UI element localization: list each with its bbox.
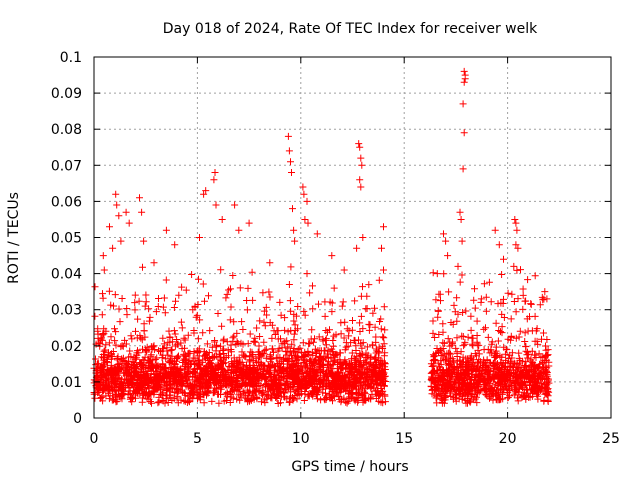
data-points [90,67,553,407]
y-tick-label: 0.01 [51,375,82,391]
y-tick-label: 0.08 [51,122,82,138]
y-tick-label: 0.07 [51,158,82,174]
x-tick-label: 10 [292,431,310,447]
chart-title: Day 018 of 2024, Rate Of TEC Index for r… [163,21,538,37]
roti-markers [90,67,553,407]
y-tick-label: 0.04 [51,267,82,283]
x-tick-label: 5 [193,431,202,447]
y-tick-label: 0.06 [51,194,82,210]
x-axis-label: GPS time / hours [291,459,408,475]
x-tick-label: 15 [395,431,413,447]
axis-ticks: 0 0.01 0.02 0.03 0.04 0.05 0.06 0.07 0.08 0.09 0.1… [51,50,620,447]
y-tick-label: 0.02 [51,339,82,355]
y-axis-label: ROTI / TECUs [6,192,22,284]
x-tick-label: 0 [90,431,99,447]
y-tick-label: 0.05 [51,231,82,247]
y-tick-label: 0.1 [60,50,82,66]
grid-layer [94,57,611,418]
y-tick-label: 0 [73,411,82,427]
y-tick-label: 0.03 [51,303,82,319]
y-tick-label: 0.09 [51,86,82,102]
x-tick-label: 20 [499,431,517,447]
x-tick-label: 25 [602,431,620,447]
